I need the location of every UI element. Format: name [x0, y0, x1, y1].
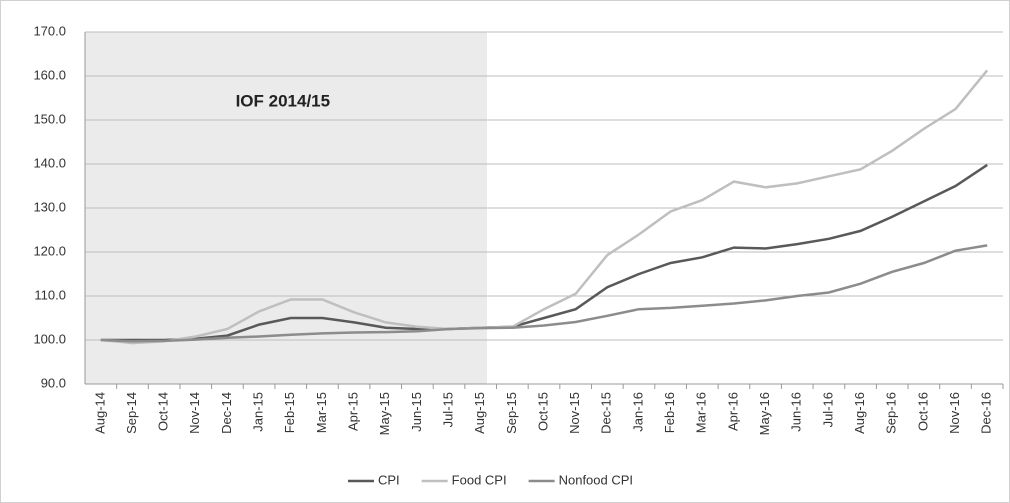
annotation: IOF 2014/15 — [236, 91, 331, 110]
y-tick-label: 120.0 — [33, 243, 66, 258]
x-tick-label: Mar-15 — [314, 392, 329, 433]
x-tick-label: Sep-14 — [124, 392, 139, 434]
x-tick-label: Jul-16 — [820, 392, 835, 427]
x-tick-label: Oct-14 — [156, 392, 171, 431]
x-tick-label: Jan-16 — [630, 392, 645, 432]
y-tick-label: 90.0 — [41, 375, 66, 390]
x-tick-label: Dec-16 — [979, 392, 994, 434]
legend-label: Nonfood CPI — [559, 472, 633, 487]
x-tick-label: Aug-15 — [472, 392, 487, 434]
x-tick-label: Feb-16 — [662, 392, 677, 433]
x-tick-label: Sep-15 — [504, 392, 519, 434]
x-tick-label: Dec-14 — [219, 392, 234, 434]
line-series — [100, 244, 988, 343]
x-tick-label: May-15 — [377, 392, 392, 435]
x-tick-label: Dec-15 — [599, 392, 614, 434]
x-tick-label: Aug-16 — [852, 392, 867, 434]
x-tick-label: Mar-16 — [694, 392, 709, 433]
y-tick-label: 160.0 — [33, 67, 66, 82]
y-tick-label: 100.0 — [33, 331, 66, 346]
line-series — [100, 163, 988, 342]
x-tick-label: Sep-16 — [884, 392, 899, 434]
x-tick-label: Nov-14 — [187, 392, 202, 434]
legend-label: Food CPI — [452, 472, 507, 487]
x-tick-label: Feb-15 — [282, 392, 297, 433]
x-tick-label: Jun-16 — [789, 392, 804, 432]
y-tick-label: 140.0 — [33, 155, 66, 170]
x-tick-label: Nov-15 — [567, 392, 582, 434]
x-tick-label: Aug-14 — [92, 392, 107, 434]
legend-label: CPI — [378, 472, 400, 487]
y-tick-label: 150.0 — [33, 111, 66, 126]
y-tick-label: 130.0 — [33, 199, 66, 214]
y-tick-label: 110.0 — [34, 287, 66, 302]
x-tick-label: May-16 — [757, 392, 772, 435]
x-tick-label: Jan-15 — [251, 392, 266, 432]
x-tick-label: Nov-16 — [947, 392, 962, 434]
x-tick-label: Apr-16 — [725, 392, 740, 431]
line-series — [100, 69, 989, 345]
x-tick-label: Jul-15 — [440, 392, 455, 427]
x-tick-label: Jun-15 — [409, 392, 424, 432]
x-tick-label: Oct-16 — [915, 392, 930, 431]
y-tick-label: 170.0 — [33, 23, 66, 38]
x-tick-label: Oct-15 — [535, 392, 550, 431]
x-tick-label: Apr-15 — [346, 392, 361, 431]
